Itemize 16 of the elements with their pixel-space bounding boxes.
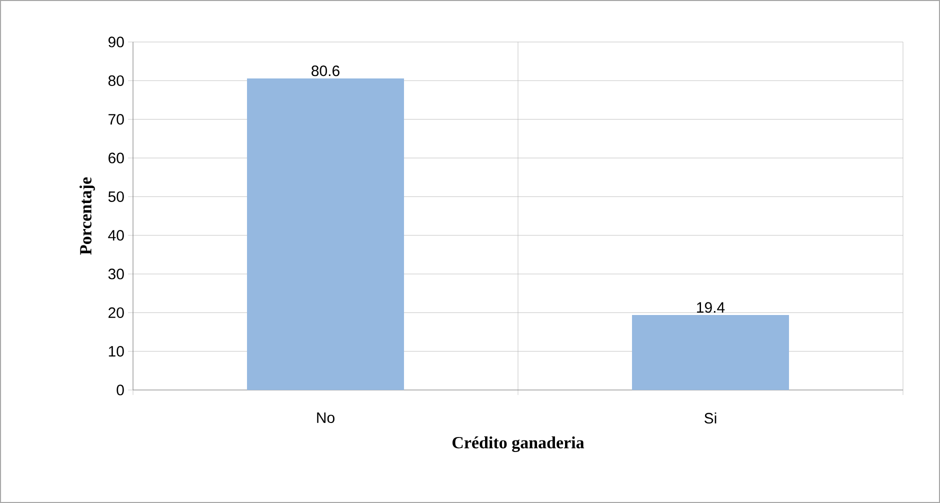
x-tick-label: No — [317, 412, 334, 423]
y-tick-label: 40 — [108, 230, 124, 241]
x-tick-label: Si — [704, 412, 716, 424]
y-tick-label: 0 — [116, 384, 124, 396]
y-axis-title: Porcentaje — [80, 177, 95, 255]
x-axis-title: Crédito ganaderia — [452, 436, 584, 452]
y-tick-label: 80 — [108, 75, 124, 86]
y-tick-label: 50 — [108, 191, 124, 202]
y-tick-label: 10 — [108, 346, 124, 357]
y-tick-label: 90 — [108, 36, 124, 48]
data-label: 19.4 — [697, 302, 725, 313]
y-tick-label: 30 — [108, 268, 124, 280]
y-tick-label: 70 — [108, 114, 124, 125]
data-label: 80.6 — [312, 66, 340, 76]
y-tick-label: 20 — [108, 307, 124, 318]
y-tick-label: 60 — [108, 152, 124, 164]
